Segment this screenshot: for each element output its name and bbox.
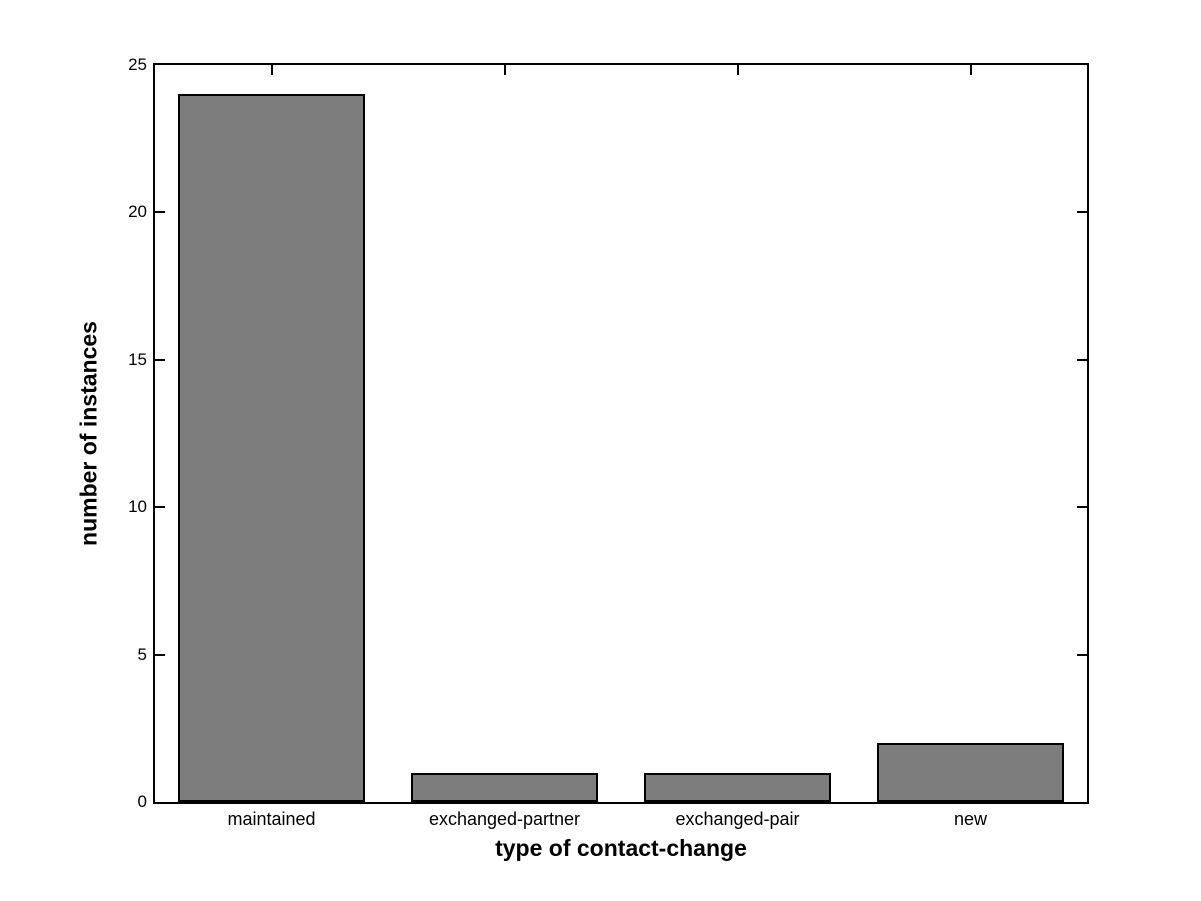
x-tick-label: new (953, 809, 988, 829)
y-tick-label: 25 (128, 55, 147, 74)
bar (178, 94, 365, 802)
y-tick-label: 10 (128, 497, 147, 517)
bar (644, 772, 831, 802)
y-axis-tick (1077, 211, 1087, 214)
x-tick-label: exchanged-partner (428, 809, 581, 829)
x-tick-label: maintained (227, 809, 316, 829)
x-axis-top-tick (503, 65, 506, 75)
x-axis-top-tick (736, 65, 739, 75)
y-axis-tick (155, 358, 165, 361)
y-tick-label: 0 (137, 792, 147, 811)
bar (411, 772, 598, 802)
x-axis-top-tick (969, 65, 972, 75)
y-tick-label: 20 (128, 202, 147, 222)
y-axis-tick (155, 506, 165, 509)
x-tick-label: exchanged-pair (675, 809, 800, 829)
y-axis-tick (1077, 506, 1087, 509)
y-axis-tick (155, 653, 165, 656)
x-axis-top-tick (270, 65, 273, 75)
y-axis-tick (1077, 653, 1087, 656)
y-tick-label: 5 (137, 644, 147, 664)
y-tick-label: 15 (128, 349, 147, 369)
y-axis-label: number of instances (75, 321, 102, 546)
y-axis-tick (155, 211, 165, 214)
bar (877, 743, 1064, 802)
plot-area (153, 63, 1089, 804)
y-axis-tick (1077, 358, 1087, 361)
x-axis-label: type of contact-change (495, 835, 747, 861)
